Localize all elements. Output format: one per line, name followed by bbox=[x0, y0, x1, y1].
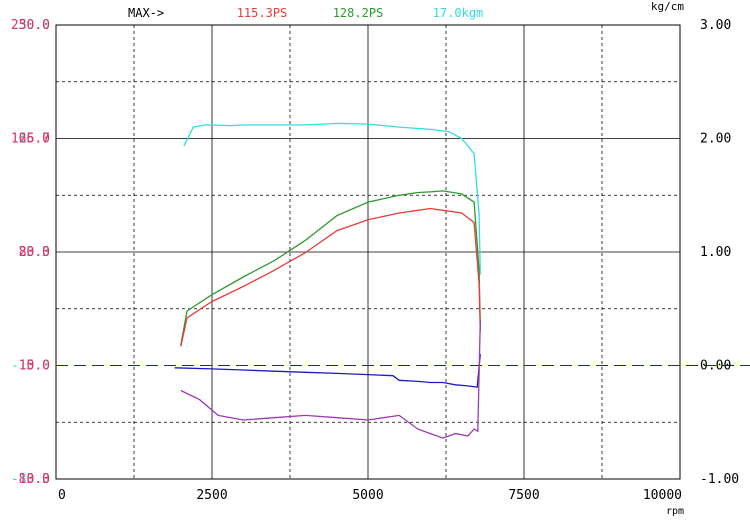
right-axis-unit: kg/cm bbox=[651, 0, 684, 13]
right-tick-label: 0.00 bbox=[700, 359, 731, 374]
left-tick-label-torque: -15.0 bbox=[11, 359, 50, 374]
series-line-0 bbox=[183, 122, 481, 275]
left-tick-label-afr: 20.0 bbox=[19, 245, 50, 260]
series-layer bbox=[174, 122, 481, 439]
x-tick-label: 2500 bbox=[196, 488, 227, 503]
left-tick-label-power: -83.3 bbox=[11, 472, 50, 487]
right-tick-label: 1.00 bbox=[700, 245, 731, 260]
series-line-3 bbox=[174, 354, 481, 388]
max-label: MAX-> bbox=[128, 6, 164, 20]
left-tick-label-power: 250.0 bbox=[11, 18, 50, 33]
left-tick-label-torque: 15.0 bbox=[19, 132, 50, 147]
series-line-4 bbox=[180, 320, 481, 439]
left-tick-label-afr: 15.0 bbox=[19, 359, 50, 374]
left-tick-label-torque: 30.0 bbox=[19, 18, 50, 33]
axis-layer: 0 2500 5000 7500 10000 rpm 3.00 2.00 1.00 0.00 -1.… bbox=[11, 0, 739, 517]
header-layer: MAX-> 115.3PS 128.2PS 17.0kgm bbox=[128, 6, 483, 20]
x-tick-label: 10000 bbox=[643, 488, 682, 503]
left-tick-label-afr: 10.0 bbox=[19, 472, 50, 487]
max-value-0: 115.3PS bbox=[237, 6, 288, 20]
right-tick-label: 3.00 bbox=[700, 18, 731, 33]
left-tick-label-power: 83.3 bbox=[19, 245, 50, 260]
right-tick-label: 2.00 bbox=[700, 132, 731, 147]
x-tick-label: 0 bbox=[58, 488, 66, 503]
grid-layer bbox=[55, 24, 750, 480]
max-value-2: 17.0kgm bbox=[433, 6, 484, 20]
x-tick-label: 7500 bbox=[508, 488, 539, 503]
left-tick-label-torque: -30.0 bbox=[11, 472, 50, 487]
left-tick-label-power: 0.0 bbox=[27, 359, 50, 374]
left-tick-label-power: 166.7 bbox=[11, 131, 50, 146]
left-tick-label-afr: 30.0 bbox=[19, 18, 50, 33]
x-axis-unit: rpm bbox=[666, 506, 684, 517]
right-tick-label: -1.00 bbox=[700, 472, 739, 487]
series-line-1 bbox=[180, 190, 481, 346]
x-tick-label: 5000 bbox=[352, 488, 383, 503]
series-line-2 bbox=[180, 207, 481, 347]
left-tick-label-torque: 0.0 bbox=[27, 245, 50, 260]
max-value-1: 128.2PS bbox=[333, 6, 384, 20]
left-tick-label-afr: 25.0 bbox=[19, 132, 50, 147]
